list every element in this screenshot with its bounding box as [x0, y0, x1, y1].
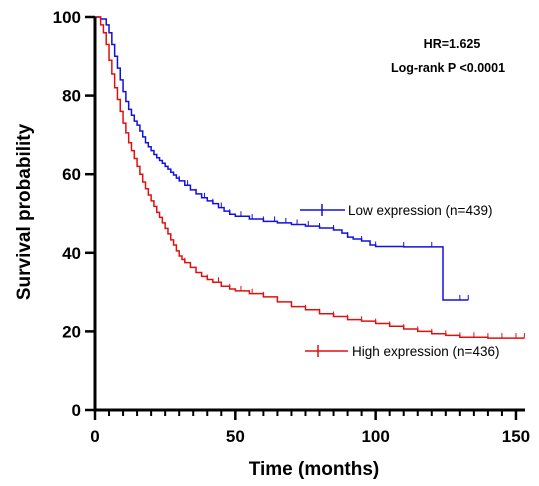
axes: 0 50 100 150 0 20 40 60 80 100: [53, 8, 531, 446]
y-tick-label: 0: [72, 401, 81, 420]
legend-low-label: Low expression (n=439): [348, 203, 492, 218]
survival-curve-high: [95, 16, 525, 339]
x-axis-title: Time (months): [249, 459, 380, 480]
legend-low: Low expression (n=439): [300, 203, 492, 218]
survival-curves: [95, 16, 525, 339]
x-tick-label: 150: [502, 427, 530, 446]
x-tick-label: 100: [361, 427, 389, 446]
legend-high-label: High expression (n=436): [352, 344, 499, 359]
y-tick-label: 20: [62, 322, 81, 341]
y-tick-label: 80: [62, 87, 81, 106]
survival-curve-low: [95, 16, 469, 301]
y-tick-label: 60: [62, 165, 81, 184]
annotation-logrank: Log-rank P <0.0001: [391, 61, 505, 75]
y-tick-label: 40: [62, 244, 81, 263]
y-tick-label: 100: [53, 8, 81, 27]
x-tick-label: 50: [226, 427, 245, 446]
y-axis-title: Survival probability: [14, 123, 35, 300]
annotation-hr: HR=1.625: [424, 37, 481, 51]
legend-high: High expression (n=436): [305, 344, 499, 359]
x-tick-label: 0: [90, 427, 99, 446]
